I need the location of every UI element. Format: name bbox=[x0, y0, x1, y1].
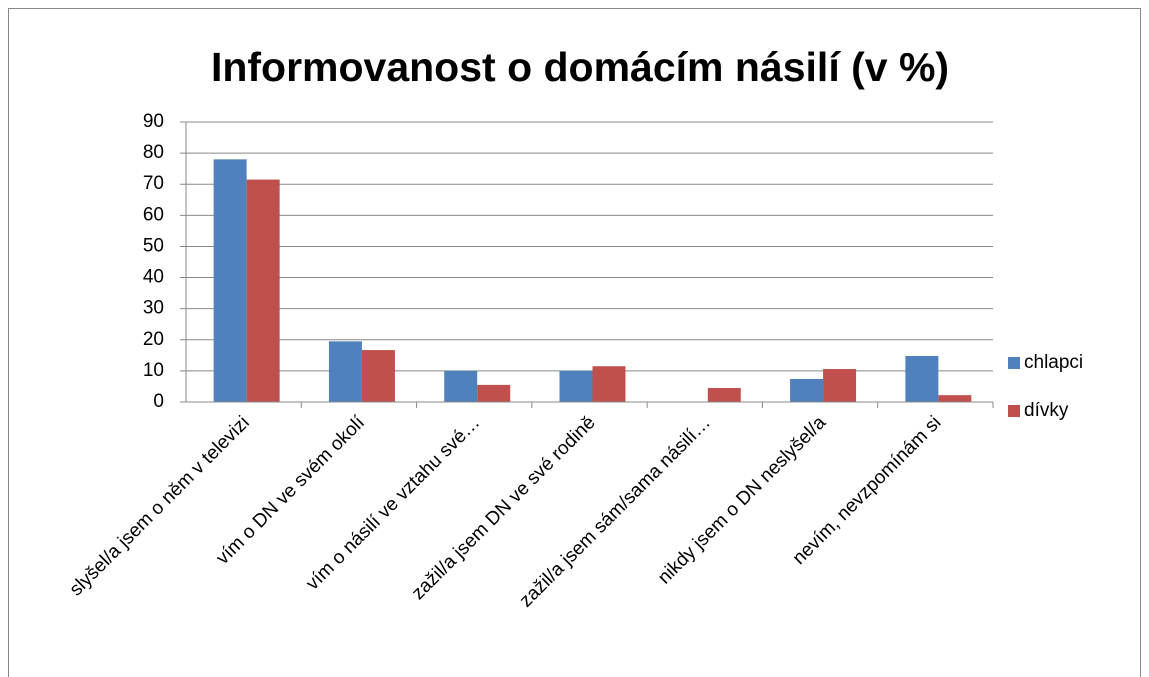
bar bbox=[823, 369, 857, 402]
bar bbox=[938, 395, 972, 402]
y-tick-label: 30 bbox=[143, 298, 164, 319]
y-tick-label: 90 bbox=[143, 111, 164, 132]
legend-swatch bbox=[1008, 405, 1020, 417]
chart-frame bbox=[8, 8, 1141, 677]
bar bbox=[444, 370, 478, 402]
bar bbox=[592, 366, 626, 402]
y-tick-label: 40 bbox=[143, 267, 164, 288]
y-tick-label: 80 bbox=[143, 142, 164, 163]
y-tick-label: 50 bbox=[143, 235, 164, 256]
y-tick-label: 60 bbox=[143, 204, 164, 225]
y-tick-label: 10 bbox=[143, 360, 164, 381]
bar bbox=[361, 350, 395, 402]
legend-swatch bbox=[1008, 357, 1020, 369]
bar bbox=[559, 370, 593, 402]
y-tick-label: 20 bbox=[143, 329, 164, 350]
legend-label: dívky bbox=[1024, 400, 1069, 421]
bar bbox=[905, 355, 939, 402]
bar bbox=[790, 378, 824, 402]
legend-label: chlapci bbox=[1024, 352, 1083, 373]
chart-title: Informovanost o domácím násilí (v %) bbox=[211, 44, 949, 90]
bar bbox=[707, 388, 741, 402]
bar bbox=[246, 179, 280, 402]
bar bbox=[328, 341, 362, 402]
bar bbox=[477, 384, 511, 402]
bar bbox=[213, 159, 247, 402]
y-tick-label: 70 bbox=[143, 173, 164, 194]
y-tick-label: 0 bbox=[153, 391, 164, 412]
